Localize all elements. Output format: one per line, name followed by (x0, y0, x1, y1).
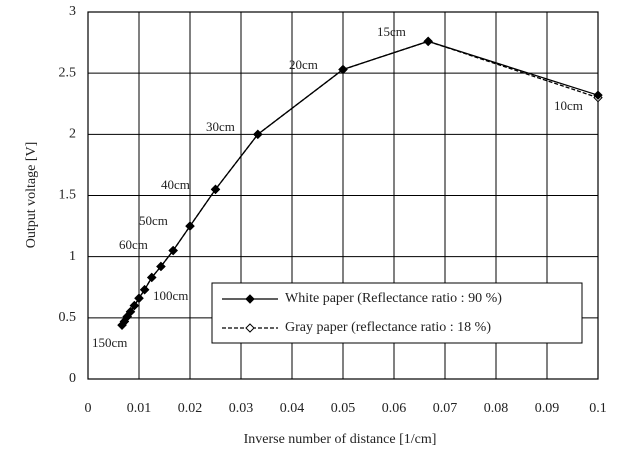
data-point (593, 90, 603, 100)
y-axis-label: Output voltage [V] (24, 142, 39, 249)
point-annotation: 10cm (554, 98, 583, 113)
x-tick-label: 0.1 (589, 401, 607, 416)
data-point (139, 284, 150, 295)
y-tick-label: 0.5 (59, 310, 77, 325)
data-point (125, 307, 136, 317)
y-tick-label: 1.5 (59, 188, 77, 203)
x-tick-label: 0.05 (331, 401, 356, 416)
x-tick-label: 0.06 (382, 401, 407, 416)
data-point (423, 36, 433, 47)
x-tick-label: 0.03 (229, 401, 254, 416)
x-tick-label: 0.02 (178, 401, 203, 416)
point-annotation: 50cm (139, 213, 168, 228)
y-tick-label: 1 (69, 249, 76, 264)
data-point (338, 64, 348, 75)
point-annotation: 150cm (92, 335, 127, 350)
x-tick-label: 0.01 (127, 401, 152, 416)
y-tick-label: 3 (69, 4, 76, 19)
point-annotation: 30cm (206, 119, 235, 134)
data-point (253, 129, 263, 140)
legend-box (211, 282, 583, 344)
x-axis-label: Inverse number of distance [1/cm] (244, 432, 437, 447)
x-tick-label: 0.08 (484, 401, 509, 416)
legend-label: White paper (Reflectance ratio : 90 %) (285, 291, 502, 306)
data-point (185, 221, 195, 231)
y-tick-label: 0 (69, 371, 76, 386)
x-tick-label: 0 (85, 401, 92, 416)
point-annotation: 100cm (153, 288, 188, 303)
point-annotation: 15cm (377, 24, 406, 39)
data-point (129, 300, 140, 311)
x-tick-label: 0.09 (535, 401, 560, 416)
legend-marker (245, 294, 255, 304)
legend-marker (245, 323, 255, 333)
x-tick-label: 0.04 (280, 401, 305, 416)
point-annotation: 20cm (289, 57, 318, 72)
data-point (147, 272, 157, 283)
x-tick-label: 0.07 (433, 401, 458, 416)
point-annotation: 60cm (119, 237, 148, 252)
legend-label: Gray paper (reflectance ratio : 18 %) (285, 320, 491, 335)
data-point (210, 184, 221, 195)
y-tick-label: 2 (69, 127, 76, 142)
data-point (168, 245, 178, 256)
point-annotation: 40cm (161, 177, 190, 192)
y-tick-label: 2.5 (59, 65, 77, 80)
data-point (134, 293, 144, 303)
data-point (156, 261, 166, 272)
